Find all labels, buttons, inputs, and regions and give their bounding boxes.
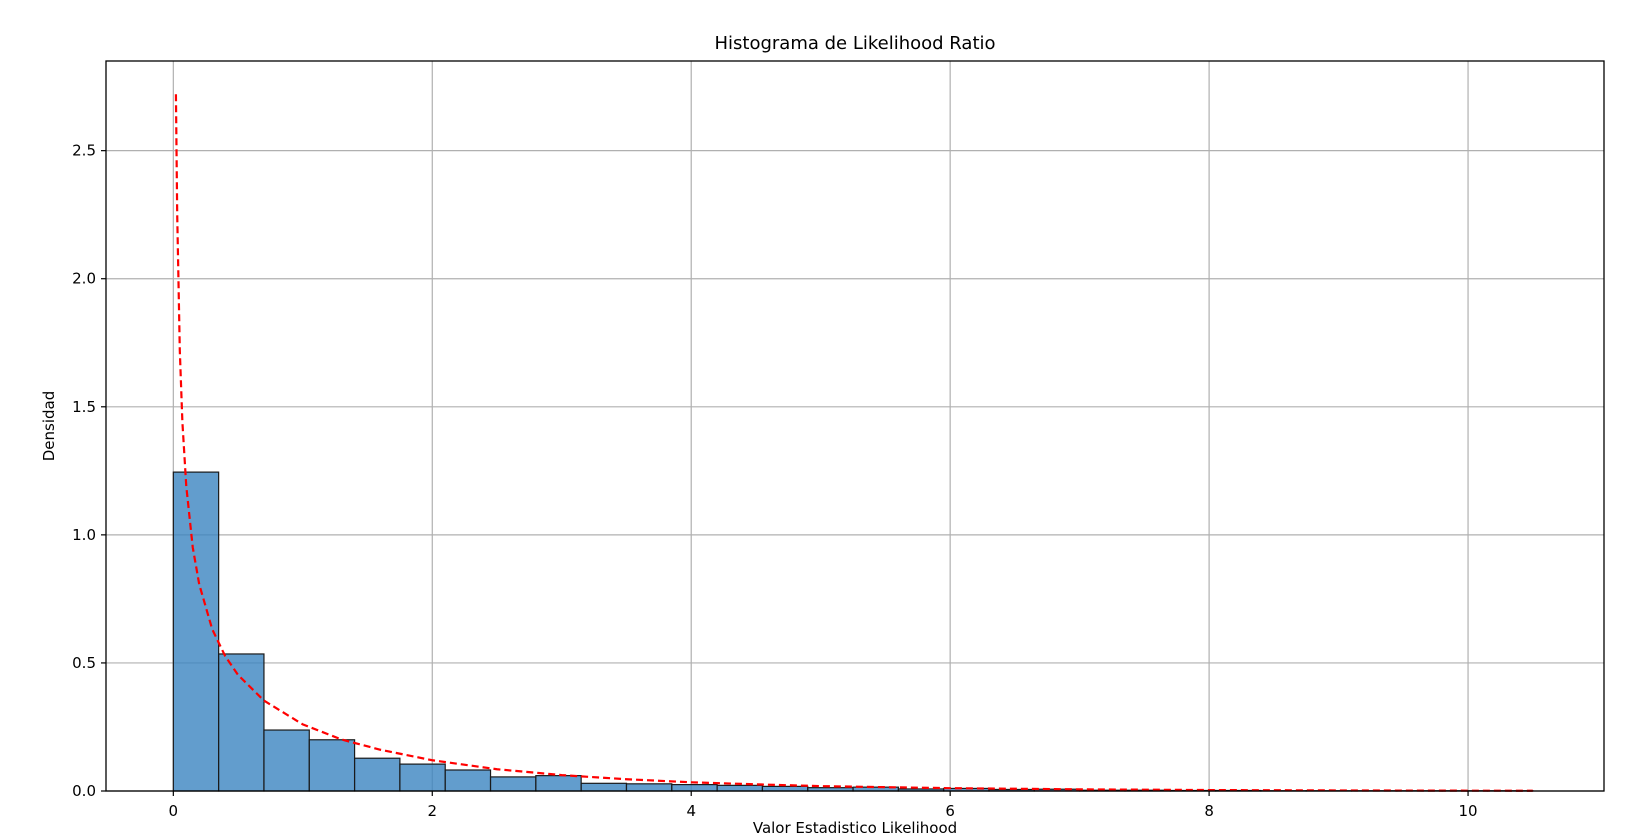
histogram-bar — [218, 653, 265, 792]
histogram-bar — [489, 776, 537, 792]
histogram-bars — [172, 471, 1534, 792]
density-curve-line — [174, 94, 1533, 792]
histogram-bar — [580, 782, 628, 792]
x-tick-label: 6 — [945, 802, 955, 820]
histogram-bar — [535, 775, 582, 792]
histogram-bar — [671, 783, 718, 792]
histogram-bar — [761, 785, 809, 792]
x-tick-label: 4 — [686, 802, 696, 820]
y-tick-label: 1.5 — [72, 398, 96, 416]
y-tick-label: 2.5 — [72, 142, 96, 160]
histogram-bar — [716, 784, 764, 792]
histogram-bar — [263, 729, 310, 792]
density-curve-group — [174, 94, 1533, 792]
x-axis-label: Valor Estadistico Likelihood — [753, 819, 957, 837]
y-tick-label: 0.5 — [72, 654, 96, 672]
chart-title: Histograma de Likelihood Ratio — [714, 33, 995, 54]
x-tick-label: 8 — [1204, 802, 1214, 820]
histogram-bar — [172, 471, 220, 792]
histogram-bar — [625, 783, 673, 792]
x-tick-label: 2 — [427, 802, 437, 820]
plot-frame — [105, 60, 1605, 792]
axis-ticks: 0 2 4 6 8 10 0.0 0.5 1.0 1.5 2.0 2.5 — [72, 142, 1477, 820]
histogram-bar — [308, 739, 356, 792]
y-tick-label: 1.0 — [72, 526, 96, 544]
y-tick-label: 0.0 — [72, 782, 96, 800]
histogram-bar — [353, 757, 401, 792]
y-axis-label: Densidad — [40, 391, 58, 462]
y-tick-label: 2.0 — [72, 270, 96, 288]
histogram-bar — [444, 769, 492, 792]
x-tick-label: 0 — [169, 802, 179, 820]
histogram-bar — [399, 763, 446, 792]
x-tick-label: 10 — [1459, 802, 1478, 820]
